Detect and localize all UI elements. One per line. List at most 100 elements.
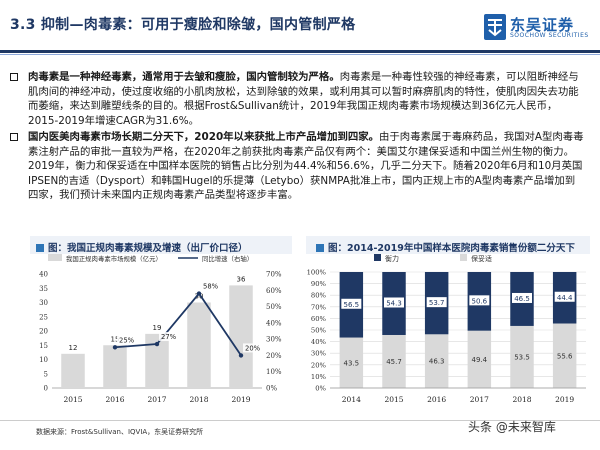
x-tick-label: 2018 xyxy=(189,395,208,404)
market-share-chart: 衡力 保妥适 0% 10% 20% 30% 40% 50% 60% 70% 80% 90% 100% 56… xyxy=(307,254,586,404)
y-tick-label: 50% xyxy=(311,327,327,335)
value-label-hengli: 46.5 xyxy=(514,295,530,303)
value-label-hengli: 53.7 xyxy=(429,299,445,307)
x-tick-label: 2016 xyxy=(427,395,446,404)
bar-market-size xyxy=(145,333,169,388)
legend-swatch-botox xyxy=(460,254,467,261)
growth-line xyxy=(114,292,242,356)
chart-title-left: 图：我国正规肉毒素规模及增速（出厂价口径） xyxy=(36,240,248,254)
y-tick-label: 40% xyxy=(311,338,327,346)
chart-title-right: 图：2014-2019年中国样本医院肉毒素销售份额二分天下 xyxy=(316,240,575,254)
header-divider xyxy=(0,50,600,53)
x-tick-label: 2016 xyxy=(105,395,124,404)
bar-value-label: 15 xyxy=(111,335,120,343)
value-label-bg xyxy=(384,297,404,308)
data-source: 数据来源：Frost&Sullivan、IQVIA，东吴证券研究所 xyxy=(36,428,204,436)
y-tick-label: 0 xyxy=(44,385,48,393)
bar-market-size xyxy=(61,353,85,388)
bar-segment-botox xyxy=(424,334,449,388)
growth-point xyxy=(154,341,160,347)
chart-title-bar-left xyxy=(30,236,292,254)
y-tick-label: 70% xyxy=(311,303,327,311)
chart-title-text: 图：2014-2019年中国样本医院肉毒素销售份额二分天下 xyxy=(328,243,575,254)
growth-label-bg xyxy=(201,281,219,291)
y-tick-label: 5 xyxy=(44,370,48,378)
y2-tick-label: 70% xyxy=(266,271,282,279)
logo-text: 东吴证券 xyxy=(510,16,575,34)
legend-swatch-hengli xyxy=(374,254,381,261)
logo-subtext: SOOCHOW SECURITIES xyxy=(510,32,589,39)
title-marker-icon xyxy=(36,244,44,252)
bar-value-label: 30 xyxy=(195,293,204,301)
legend-label-growth: 同比增速（右轴） xyxy=(202,254,253,263)
growth-point xyxy=(238,353,244,358)
bar-market-size xyxy=(187,302,211,388)
checkbox-bullet-icon xyxy=(10,133,18,141)
value-label-bg xyxy=(512,292,532,303)
chart-title-text: 图：我国正规肉毒素规模及增速（出厂价口径） xyxy=(48,243,248,254)
y2-tick-label: 60% xyxy=(266,287,282,295)
growth-value-label: 20% xyxy=(245,344,261,352)
x-tick-label: 2018 xyxy=(512,395,531,404)
value-label-botox: 43.5 xyxy=(344,359,360,367)
checkbox-bullet-icon xyxy=(10,73,18,81)
legend-swatch-market-size xyxy=(48,254,62,261)
x-tick-label: 2017 xyxy=(470,395,489,404)
legend-label-botox: 保妥适 xyxy=(471,254,492,263)
value-label-botox: 55.6 xyxy=(557,352,573,360)
bullet-paragraph-2: 国内医美肉毒素市场长期二分天下，2020年以来获批上市产品增加到四家。由于肉毒素… xyxy=(8,130,592,220)
growth-label-bg xyxy=(159,332,177,342)
y2-tick-label: 20% xyxy=(266,352,282,360)
header-divider-thin xyxy=(0,54,600,55)
title-marker-icon xyxy=(316,244,324,252)
value-label-bg xyxy=(426,297,447,308)
y-tick-label: 40 xyxy=(39,271,48,279)
y-tick-label: 60% xyxy=(311,315,327,323)
bullet-text: 国内医美肉毒素市场长期二分天下，2020年以来获批上市产品增加到四家。由于肉毒素… xyxy=(28,130,584,203)
value-label-botox: 53.5 xyxy=(514,353,530,361)
y-tick-label: 10 xyxy=(39,356,48,364)
page-title: 3.3 抑制—肉毒素：可用于瘦脸和除皱，国内管制严格 xyxy=(10,17,356,33)
bar-segment-botox xyxy=(467,330,492,388)
value-label-bg xyxy=(469,295,490,306)
value-label-bg xyxy=(554,291,575,302)
y2-tick-label: 50% xyxy=(266,303,282,311)
value-label-botox: 46.3 xyxy=(429,358,445,366)
footer-divider xyxy=(0,420,600,421)
legend-label-hengli: 衡力 xyxy=(385,254,399,263)
bullet-paragraph-1: 肉毒素是一种神经毒素，通常用于去皱和瘦脸，国内管制较为严格。肉毒素是一种毒性较强… xyxy=(8,70,592,142)
y-tick-label: 90% xyxy=(311,280,327,288)
growth-label-bg xyxy=(243,343,261,353)
watermark: 头条 @未来智库 xyxy=(468,420,556,434)
bar-value-label: 19 xyxy=(153,324,162,332)
y-tick-label: 15 xyxy=(39,342,48,350)
bullet-lead: 肉毒素是一种神经毒素，通常用于去皱和瘦脸，国内管制较为严格。 xyxy=(28,71,340,83)
market-size-chart: 我国正规肉毒素市场规模（亿元） 同比增速（右轴） 0 5 10 15 20 25 30 35 40 0… xyxy=(39,254,282,404)
legend-label-market-size: 我国正规肉毒素市场规模（亿元） xyxy=(66,254,162,263)
y-tick-label: 100% xyxy=(307,269,327,277)
x-tick-label: 2019 xyxy=(231,395,250,404)
bar-value-label: 12 xyxy=(69,344,78,352)
bullet-lead: 国内医美肉毒素市场长期二分天下，2020年以来获批上市产品增加到四家。 xyxy=(28,131,380,143)
y2-tick-label: 10% xyxy=(266,368,282,376)
bar-segment-botox xyxy=(510,325,534,388)
bullet-body: 肉毒素是一种毒性较强的神经毒素，可以阻断神经与肌肉间的神经冲动，使过度收缩的小肌… xyxy=(28,71,579,127)
value-label-botox: 45.7 xyxy=(386,358,402,366)
y-tick-label: 30 xyxy=(39,299,48,307)
x-tick-label: 2015 xyxy=(63,395,82,404)
bullet-body: 由于肉毒素属于毒麻药品，我国对A型肉毒毒素注射产品的审批一直较为严格，在2020… xyxy=(28,131,584,202)
value-label-bg xyxy=(341,298,362,309)
logo-mark-icon xyxy=(484,14,506,40)
growth-label-bg xyxy=(117,335,135,345)
chart-title-bar-right xyxy=(306,236,590,254)
y-tick-label: 30% xyxy=(311,350,327,358)
x-tick-label: 2014 xyxy=(342,395,361,404)
growth-value-label: 25% xyxy=(119,336,135,344)
y2-tick-label: 30% xyxy=(266,336,282,344)
growth-value-label: 58% xyxy=(203,283,219,291)
bullet-text: 肉毒素是一种神经毒素，通常用于去皱和瘦脸，国内管制较为严格。肉毒素是一种毒性较强… xyxy=(28,70,584,128)
x-tick-label: 2017 xyxy=(147,395,166,404)
growth-point xyxy=(112,345,118,350)
value-label-hengli: 50.6 xyxy=(472,297,488,305)
company-logo: 东吴证券 SOOCHOW SECURITIES xyxy=(484,14,596,44)
